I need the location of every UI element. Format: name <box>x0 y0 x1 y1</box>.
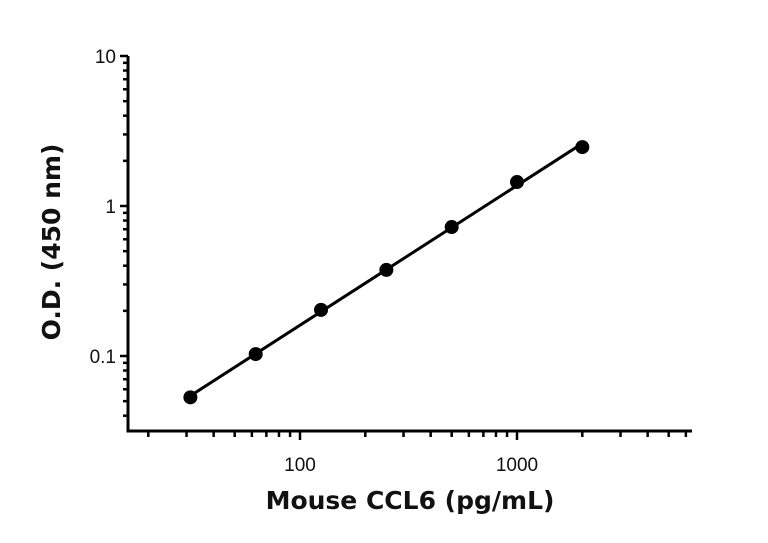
x-tick-label: 1000 <box>496 455 538 476</box>
y-axis-title: O.D. (450 nm) <box>37 144 66 341</box>
data-point <box>248 347 263 362</box>
axes <box>126 56 692 433</box>
data-point <box>379 262 394 277</box>
data-point <box>183 390 198 405</box>
tick-labels: 0.1 1 10 100 1000 <box>90 47 539 476</box>
data-point <box>444 220 459 235</box>
y-tick-label: 1 <box>105 197 116 218</box>
y-tick-label: 10 <box>95 47 116 68</box>
data-point <box>314 302 329 317</box>
x-tick-label: 100 <box>284 455 316 476</box>
data-series <box>183 140 590 405</box>
data-point <box>575 140 590 155</box>
axis-lines <box>126 56 692 433</box>
ticks <box>120 54 688 440</box>
data-point <box>510 175 524 190</box>
x-axis-title: Mouse CCL6 (pg/mL) <box>266 486 555 515</box>
y-tick-label: 0.1 <box>90 347 116 368</box>
